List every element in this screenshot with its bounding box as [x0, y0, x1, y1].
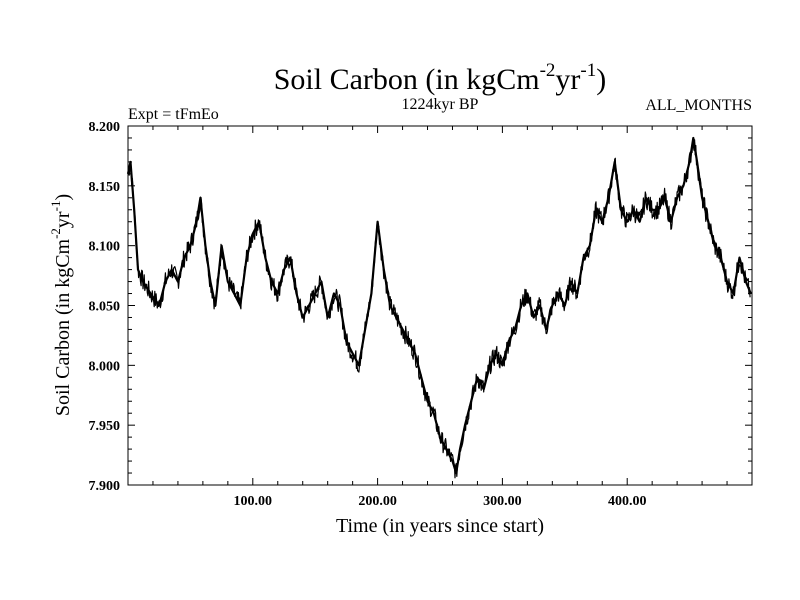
- x-tick-label-100: 100.00: [234, 494, 273, 509]
- y-tick-label-1: 7.950: [89, 419, 121, 434]
- y-tick-label-6: 8.200: [89, 120, 121, 135]
- plot-frame: [127, 125, 753, 486]
- x-axis-title: Time (in years since start): [336, 515, 544, 537]
- chart-title: Soil Carbon (in kgCm-2yr-1): [274, 60, 607, 96]
- x-axis-ticks: 100.00 200.00 300.00 400.00: [127, 126, 753, 509]
- months-label: ALL_MONTHS: [645, 97, 752, 114]
- y-tick-label-0: 7.900: [89, 479, 121, 494]
- y-tick-label-2: 8.000: [89, 359, 121, 374]
- soil-carbon-line: [126, 136, 752, 475]
- y-tick-label-3: 8.050: [89, 300, 121, 315]
- y-tick-label-4: 8.100: [89, 240, 121, 255]
- y-axis-ticks: 7.900 7.950 8.000 8.050 8.100 8.150 8.200: [89, 120, 752, 494]
- y-axis-title: Soil Carbon (in kgCm-2yr-1): [48, 194, 74, 416]
- x-tick-label-200: 200.00: [358, 494, 397, 509]
- plot-area: [126, 125, 753, 486]
- soil-carbon-line-detail: [127, 139, 751, 479]
- x-tick-label-300: 300.00: [483, 494, 522, 509]
- experiment-label: Expt = tFmEo: [128, 106, 219, 123]
- period-label: 1224kyr BP: [402, 96, 479, 113]
- x-tick-label-400: 400.00: [608, 494, 647, 509]
- y-tick-label-5: 8.150: [89, 180, 121, 195]
